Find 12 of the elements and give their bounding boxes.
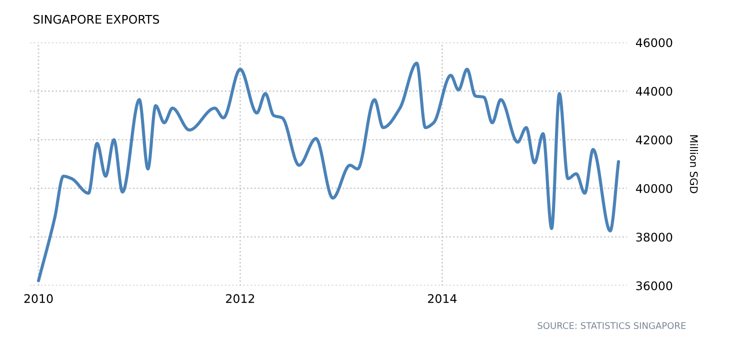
x-tick-label: 2014 [428, 294, 457, 304]
y-tick-label: 40000 [636, 184, 672, 194]
y-tick-label: 42000 [636, 135, 672, 144]
y-tick-label: 36000 [636, 281, 672, 290]
x-tick-label: 2012 [226, 294, 254, 304]
y-tick-label: 38000 [636, 232, 672, 242]
chart-title: SINGAPORE EXPORTS [34, 14, 160, 24]
y-tick-label: 46000 [636, 38, 672, 48]
source-note: SOURCE: STATISTICS SINGAPORE [538, 322, 686, 330]
y-axis-title: Million SGD [690, 135, 698, 194]
x-tick-label: 2010 [24, 294, 53, 304]
y-tick-label: 44000 [636, 86, 672, 96]
